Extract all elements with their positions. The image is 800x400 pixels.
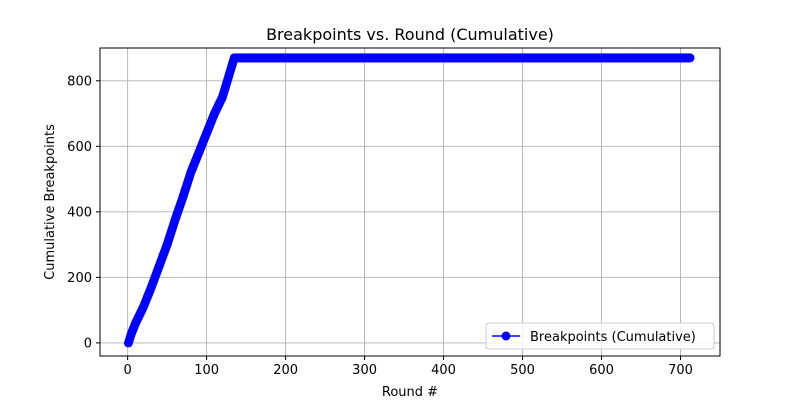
data-point [685, 53, 695, 63]
legend-box [485, 322, 715, 350]
grid [100, 48, 720, 356]
x-tick-label: 600 [589, 363, 614, 378]
x-tick-label: 200 [273, 363, 298, 378]
series-line [127, 57, 690, 344]
x-tick-label: 0 [124, 363, 132, 378]
x-tick-label: 400 [431, 363, 456, 378]
y-tick-label: 200 [67, 271, 92, 286]
y-tick-label: 600 [67, 140, 92, 155]
x-tick-label: 300 [352, 363, 377, 378]
y-tick-label: 400 [67, 205, 92, 220]
x-tick-label: 500 [510, 363, 535, 378]
x-axis-label: Round # [382, 385, 438, 400]
legend: Breakpoints (Cumulative) [485, 322, 715, 350]
x-tick-label: 700 [668, 363, 693, 378]
chart-title: Breakpoints vs. Round (Cumulative) [266, 25, 554, 44]
y-tick-label: 0 [84, 336, 92, 351]
series-breakpoints-cumulative [123, 53, 695, 348]
legend-label: Breakpoints (Cumulative) [530, 330, 696, 345]
x-tick-label: 100 [194, 363, 219, 378]
axis-ticks: 0 100 200 300 400 500 600 700 0 200 400 600 800 [67, 74, 693, 378]
y-axis-label: Cumulative Breakpoints [43, 124, 58, 280]
y-tick-label: 800 [67, 74, 92, 89]
plot-frame [99, 47, 721, 357]
legend-marker [501, 331, 511, 341]
